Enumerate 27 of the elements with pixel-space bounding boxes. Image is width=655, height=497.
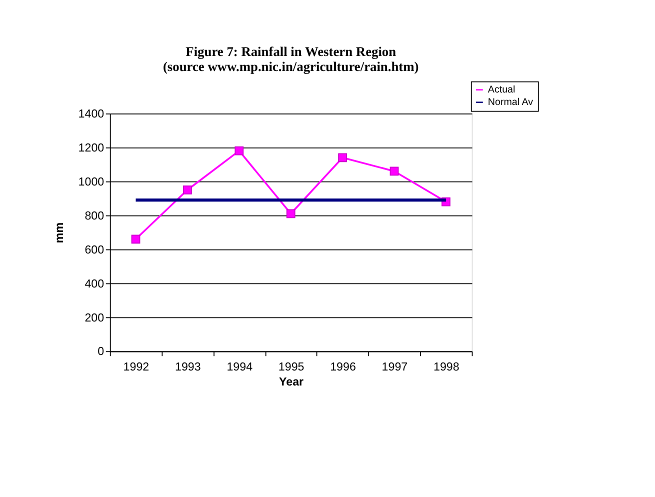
point [183, 185, 192, 194]
y-tick-label: 600 [84, 243, 104, 256]
point [286, 209, 296, 218]
x-axis-title: Year [279, 376, 304, 389]
x-tick-label: 1992 [123, 360, 150, 374]
y-tick-label: 400 [84, 277, 104, 290]
point [338, 153, 348, 162]
point [131, 234, 140, 244]
x-tick-label: 1998 [433, 360, 460, 374]
y-tick-label: 1200 [78, 141, 104, 154]
y-axis-title: mm [53, 222, 66, 244]
y-tick-label: 200 [84, 311, 104, 324]
x-tick-label: 1995 [278, 360, 304, 374]
y-tick-label: 0 [98, 345, 104, 358]
point [390, 166, 399, 176]
x-tick-label: 1997 [382, 360, 408, 374]
point [234, 146, 244, 156]
legend-label: Actual [488, 84, 516, 96]
x-tick-label: 1996 [330, 360, 356, 374]
legend-label: Normal Av [488, 97, 534, 108]
x-tick-label: 1994 [226, 360, 254, 374]
x-tick-label: 1993 [174, 360, 201, 374]
chart-subtitle: (source www.mp.nic.in/agriculture/rain.htm) [162, 59, 419, 74]
chart-title: Figure 7: Rainfall in Western Region [186, 44, 397, 59]
y-tick-label: 1000 [78, 175, 104, 188]
y-tick-label: 800 [84, 209, 104, 222]
y-tick-label: 1400 [78, 108, 104, 121]
